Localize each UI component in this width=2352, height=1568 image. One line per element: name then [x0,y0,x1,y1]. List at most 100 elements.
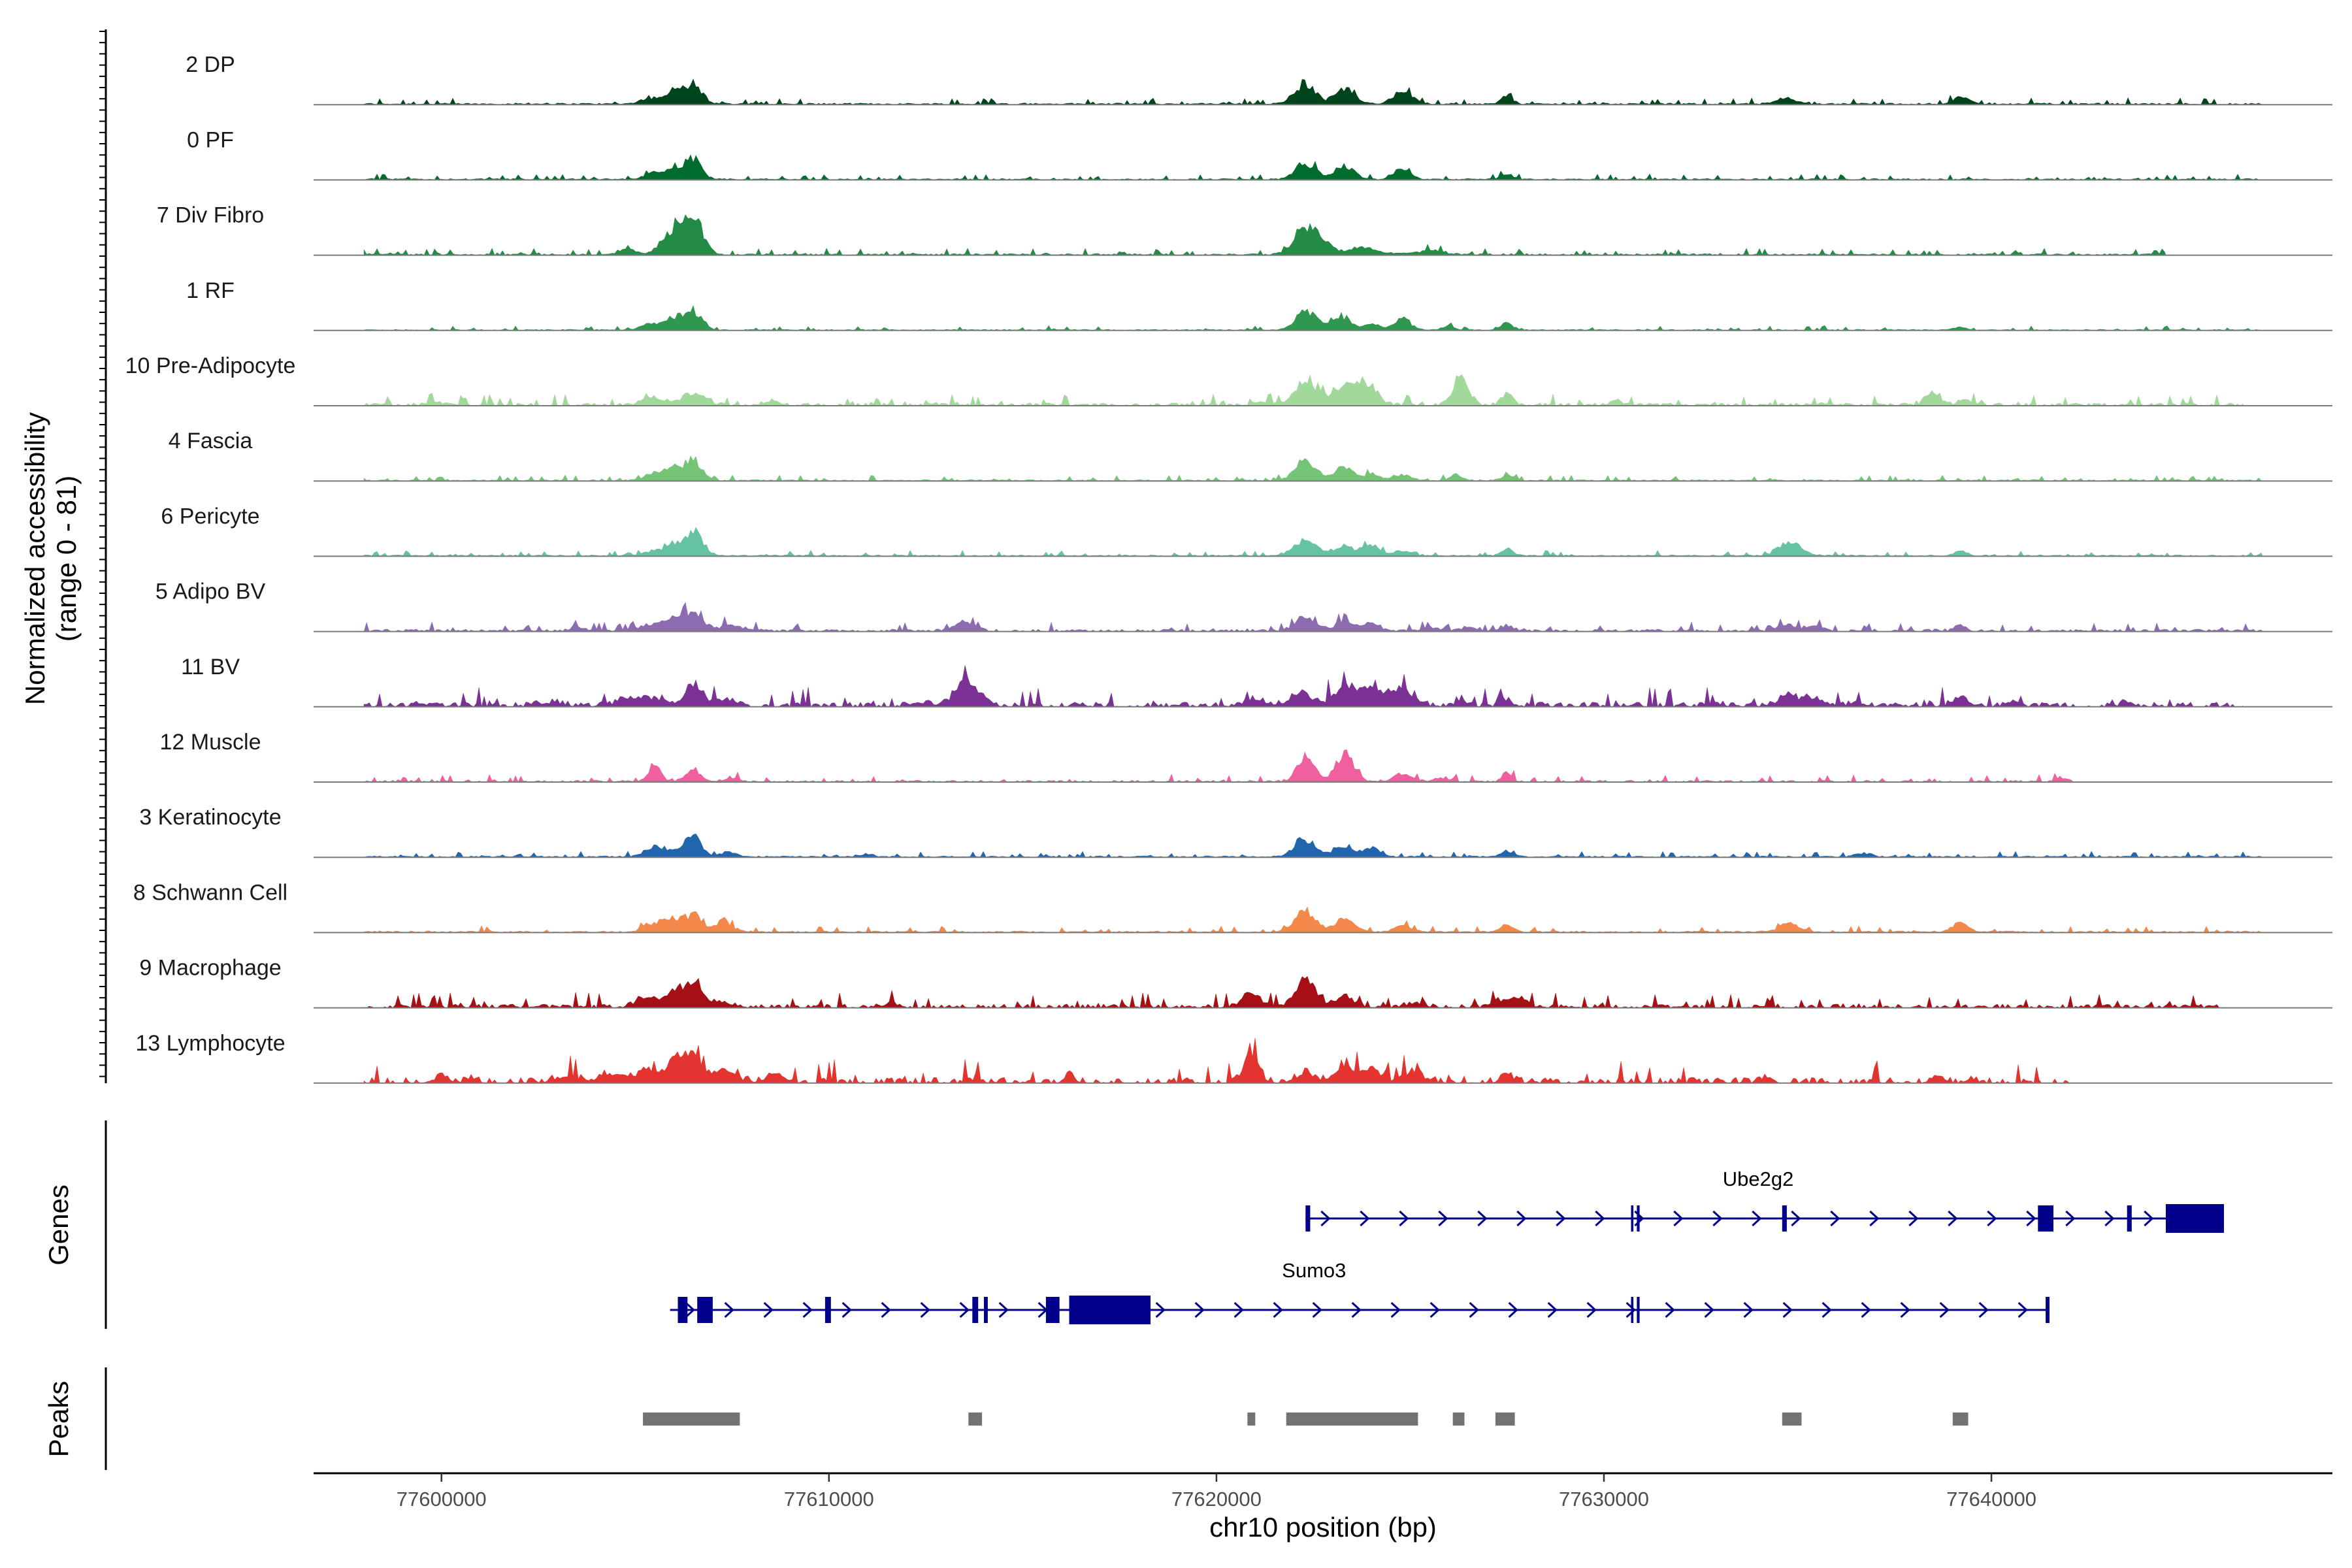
track-label: 12 Muscle [160,730,261,755]
exon [972,1297,979,1323]
track-label: 3 Keratinocyte [139,805,281,830]
strand-arrow [1194,1301,1205,1318]
track-label: 2 DP [186,52,235,77]
track-label: 8 Schwann Cell [133,880,287,905]
strand-arrow [1547,1301,1558,1318]
strand-arrow [1821,1301,1832,1318]
strand-arrow [1830,1210,1840,1227]
coverage-tracks: 2 DP 0 PF 7 Div Fibro 1 RF 10 Pre-Adipocyte 4… [125,52,2332,1084]
strand-arrow [1429,1301,1440,1318]
strand-arrow [2065,1210,2076,1227]
exon [2127,1205,2132,1232]
strand-arrow [1273,1301,1283,1318]
strand-arrow [1320,1210,1331,1227]
x-tick-label: 77630000 [1559,1488,1649,1511]
coverage-area [363,214,2166,256]
strand-arrow [1233,1301,1244,1318]
track-7: 6 Pericyte [161,504,2332,557]
coverage-area [363,749,2089,783]
coverage-y-axis [99,29,107,1083]
peak-region [968,1413,983,1426]
track-4: 1 RF [186,278,2332,331]
coverage-area [363,665,2244,708]
peak-region [1782,1413,1802,1426]
track-label: 5 Adipo BV [155,580,266,604]
track-3: 7 Div Fibro [157,203,2332,256]
exon [2046,1297,2050,1323]
gene-label: Ube2g2 [1723,1168,1794,1190]
gene-label: Sumo3 [1282,1259,1346,1282]
coverage-area [363,527,2263,557]
exon [1045,1297,1060,1323]
track-6: 4 Fascia [169,429,2332,482]
x-axis: 77600000 77610000 77620000 77630000 77640000 [314,1472,2332,1511]
peak-region [1247,1413,1256,1426]
strand-arrow [1948,1210,1958,1227]
strand-arrow [1665,1301,1675,1318]
strand-arrow [1312,1301,1322,1318]
y-axis-title-line1: Normalized accessibility [20,412,50,705]
strand-arrow [1516,1210,1527,1227]
peak-region [1952,1413,1968,1426]
x-tick-label: 77610000 [784,1488,874,1511]
y-axis-title-line2: (range 0 - 81) [51,476,82,642]
y-axis-title: Normalized accessibility (range 0 - 81) [20,412,82,705]
track-11: 3 Keratinocyte [139,805,2332,858]
strand-arrow [1595,1210,1605,1227]
strand-arrow [724,1301,734,1318]
strand-arrow [2104,1210,2115,1227]
strand-arrow [1625,1301,1636,1318]
strand-arrow [1908,1210,1919,1227]
coverage-area [363,78,2263,105]
strand-arrow [1743,1301,1754,1318]
exon [2166,1204,2224,1233]
exon [1631,1297,1634,1323]
strand-arrow [1508,1301,1518,1318]
strand-arrow [1704,1301,1714,1318]
track-label: 1 RF [186,278,235,303]
strand-arrow [1869,1210,1880,1227]
exon [984,1297,988,1323]
track-label: 4 Fascia [169,429,253,453]
strand-arrow [2017,1301,2028,1318]
x-tick-label: 77600000 [397,1488,487,1511]
exon [678,1297,688,1323]
peak-track [643,1413,1968,1426]
strand-arrow [1978,1301,1989,1318]
strand-arrow [1782,1301,1793,1318]
strand-arrow [1556,1210,1566,1227]
x-axis-title: chr10 position (bp) [1209,1512,1437,1543]
strand-arrow [685,1301,695,1318]
strand-arrow [1939,1301,1950,1318]
coverage-area [363,906,2263,933]
peak-region [1286,1413,1418,1426]
exon [1069,1296,1151,1324]
strand-arrow [1791,1210,1801,1227]
strand-arrow [998,1301,1009,1318]
track-9: 11 BV [181,655,2332,708]
strand-arrow [1900,1301,1910,1318]
coverage-area [363,833,2263,858]
exon [1637,1205,1640,1232]
strand-arrow [841,1301,852,1318]
gene-ube2g2: Ube2g2 [1305,1168,2224,1233]
track-label: 0 PF [187,127,234,152]
exon [697,1297,713,1323]
peak-region [1495,1413,1515,1426]
strand-arrow [1438,1210,1448,1227]
track-8: 5 Adipo BV [155,580,2332,632]
strand-arrow [1360,1210,1370,1227]
strand-arrow [1861,1301,1871,1318]
exon [1782,1205,1787,1232]
coverage-area [363,305,2263,331]
track-label: 9 Macrophage [139,956,281,981]
strand-arrow [1586,1301,1597,1318]
exon [1305,1205,1311,1232]
strand-arrow [1351,1301,1362,1318]
coverage-area [363,374,2244,407]
strand-arrow [1399,1210,1409,1227]
strand-arrow [1712,1210,1723,1227]
strand-arrow [1752,1210,1762,1227]
peak-region [1452,1413,1465,1426]
